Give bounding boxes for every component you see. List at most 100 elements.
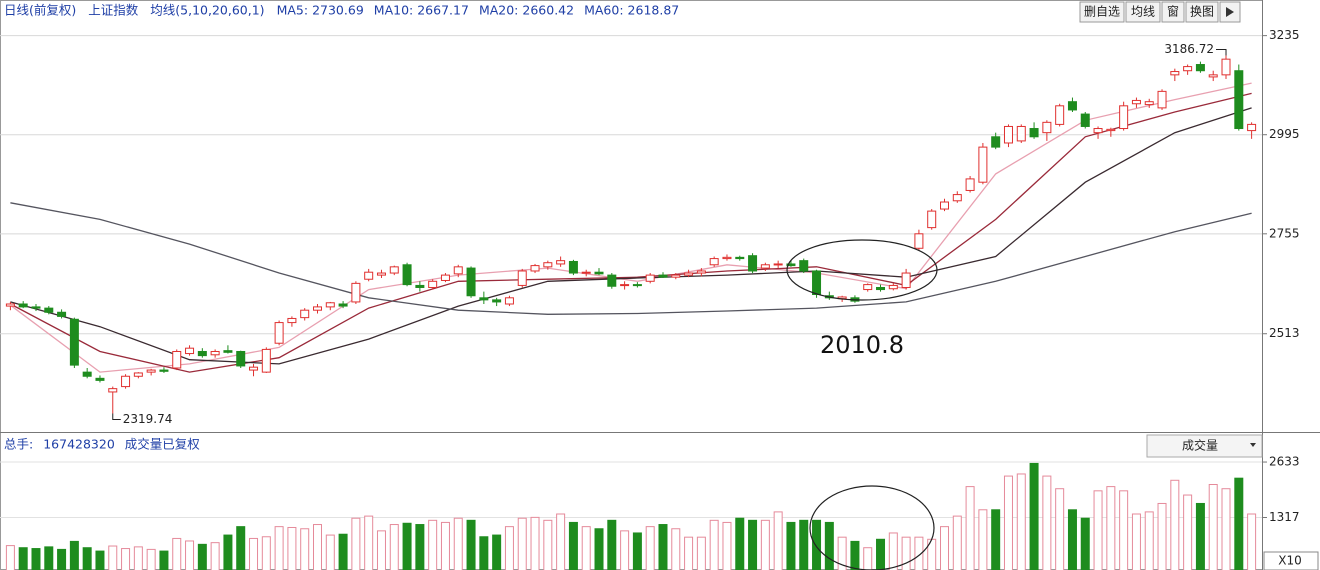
candle-body xyxy=(197,350,207,357)
volume-highlight-circle xyxy=(809,485,935,570)
candle-body xyxy=(1234,70,1244,130)
candle-body xyxy=(658,274,668,278)
volume-bar xyxy=(940,526,949,570)
volume-bar xyxy=(671,528,681,570)
toolbar-icon[interactable] xyxy=(1226,7,1234,17)
volume-bar xyxy=(748,519,758,570)
volume-bar xyxy=(1042,475,1052,570)
volume-selector-label[interactable]: 成交量 xyxy=(1182,438,1218,453)
toolbar-button-label[interactable]: 窗 xyxy=(1167,5,1179,19)
header-text: 上证指数 xyxy=(88,3,139,18)
volume-bar xyxy=(389,524,399,570)
volume-bar xyxy=(684,536,694,570)
candle-body xyxy=(594,271,604,275)
volume-y-tick-label: 1317 xyxy=(1269,510,1300,524)
volume-bar xyxy=(837,536,847,570)
candle-body xyxy=(223,350,233,353)
volume-bar xyxy=(760,519,770,570)
volume-bar xyxy=(1247,513,1257,570)
volume-bar xyxy=(581,526,591,570)
candle-body xyxy=(402,264,412,286)
toolbar-button[interactable] xyxy=(1185,1,1219,23)
volume-bar xyxy=(696,536,706,570)
candle-body xyxy=(492,299,502,303)
ma-legend-value: 2730.69 xyxy=(312,3,364,18)
volume-bar xyxy=(415,524,425,570)
toolbar-button[interactable] xyxy=(1161,1,1185,23)
volume-bar xyxy=(824,521,834,570)
candle-body xyxy=(185,347,195,355)
candle-body xyxy=(82,371,92,377)
volume-bar xyxy=(18,547,28,570)
candle-body xyxy=(568,260,578,274)
candle-body xyxy=(1195,64,1205,72)
volume-bar xyxy=(876,538,886,570)
candle-body xyxy=(1016,125,1026,142)
volume-bar xyxy=(799,519,809,570)
ma-legend-name: MA60: xyxy=(584,3,623,18)
volume-bar xyxy=(479,536,489,570)
volume-bar xyxy=(95,550,105,570)
candle-body xyxy=(1029,128,1039,138)
volume-bar xyxy=(709,519,719,570)
candle-body xyxy=(1003,125,1013,144)
candle-body xyxy=(5,303,15,307)
candle-body xyxy=(978,146,988,183)
volume-bar xyxy=(1234,477,1244,570)
toolbar-button[interactable] xyxy=(1079,1,1125,23)
volume-bar xyxy=(850,540,860,570)
volume-header: 总手: 167428320 成交量已复权 xyxy=(4,437,200,452)
candle-body xyxy=(351,282,361,303)
candle-body xyxy=(261,348,271,373)
volume-selector[interactable] xyxy=(1146,434,1263,458)
volume-bar xyxy=(1195,502,1205,570)
candle-body xyxy=(1080,113,1090,127)
candle-body xyxy=(786,263,796,267)
candle-body xyxy=(581,271,591,274)
volume-bar xyxy=(313,524,322,570)
y-tick-label: 2513 xyxy=(1269,326,1300,340)
volume-bar xyxy=(888,532,898,570)
ma-line xyxy=(10,82,1252,373)
toolbar-button-label[interactable]: 均线 xyxy=(1131,5,1155,19)
high-label: 3186.72 xyxy=(1164,42,1214,56)
candle-body xyxy=(1170,71,1180,76)
candle-body xyxy=(338,303,348,307)
candle-body xyxy=(748,255,758,272)
volume-bar xyxy=(261,536,271,570)
candle-body xyxy=(1144,101,1154,106)
candle-body xyxy=(1042,121,1052,134)
candle-body xyxy=(325,302,335,308)
candle-body xyxy=(863,284,873,291)
candle-body xyxy=(517,270,527,286)
volume-bar xyxy=(172,537,182,570)
volume-bar xyxy=(159,550,169,570)
candle-body xyxy=(556,260,566,265)
volume-bar xyxy=(197,543,207,570)
ma-line xyxy=(10,92,1252,373)
volume-bar xyxy=(504,526,514,570)
y-tick-label: 3235 xyxy=(1269,28,1300,42)
volume-y-tick-label: 2633 xyxy=(1269,455,1300,469)
header: 日线(前复权) 上证指数 均线(5,10,20,60,1) MA5: 2730.69 MA… xyxy=(4,3,679,18)
volume-bar xyxy=(402,522,412,570)
volume-bar xyxy=(1119,490,1129,570)
dropdown-arrow xyxy=(1250,443,1256,447)
ma-line xyxy=(10,202,1252,315)
volume-bar xyxy=(69,540,79,570)
candle-body xyxy=(876,286,886,291)
candle-body xyxy=(453,266,463,275)
candle-body xyxy=(1157,90,1167,109)
toolbar-button[interactable] xyxy=(1125,1,1161,23)
candle-body xyxy=(940,201,949,210)
candle-body xyxy=(991,136,1001,148)
volume-bar xyxy=(338,533,348,570)
leader-line xyxy=(1216,49,1227,56)
toolbar-button-label[interactable]: 删自选 xyxy=(1084,5,1120,19)
volume-unit: X10 xyxy=(1278,554,1302,568)
toolbar-button-label[interactable]: 换图 xyxy=(1190,5,1214,19)
candle-body xyxy=(684,272,694,276)
ma-legend-name: MA10: xyxy=(374,3,413,18)
candle-body xyxy=(1247,123,1257,132)
